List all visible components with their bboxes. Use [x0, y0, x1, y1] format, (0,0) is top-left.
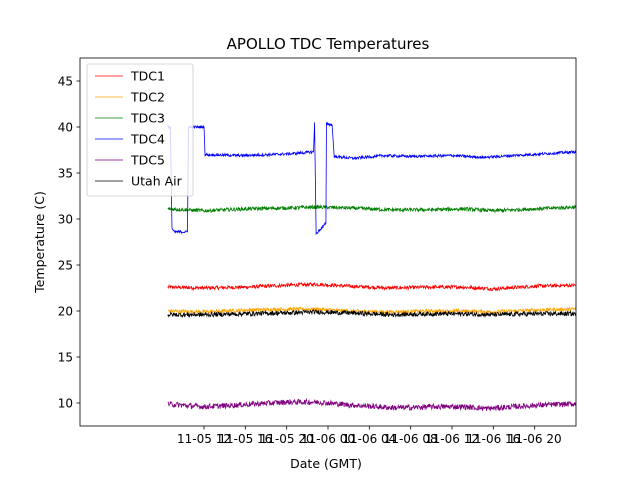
- y-tick-label: 30: [58, 212, 73, 226]
- y-tick-label: 45: [58, 74, 73, 88]
- x-tick-label: 11-05 12: [177, 432, 231, 446]
- x-tick-label: 11-05 20: [260, 432, 314, 446]
- legend-label: TDC1: [130, 69, 165, 84]
- series-line-tdc5: [167, 397, 576, 412]
- legend-label: Utah Air: [131, 174, 183, 189]
- x-tick-label: 11-06 04: [342, 432, 396, 446]
- series-line-tdc3: [167, 204, 576, 214]
- x-tick-label: 11-06 16: [466, 432, 520, 446]
- x-tick-label: 11-06 12: [425, 432, 479, 446]
- legend-label: TDC4: [130, 132, 165, 147]
- x-axis-label: Date (GMT): [290, 456, 362, 471]
- legend: TDC1 TDC2 TDC3 TDC4 TDC5 Utah Air: [86, 63, 194, 197]
- x-tick-label: 11-06 20: [508, 432, 562, 446]
- y-axis: 10 15 20 25 30 35 40 45: [58, 74, 80, 410]
- series-line-tdc4: [167, 121, 576, 236]
- series-line-tdc1: [167, 281, 576, 292]
- x-tick-label: 11-05 16: [218, 432, 272, 446]
- y-tick-label: 35: [58, 166, 73, 180]
- legend-label: TDC3: [130, 111, 165, 126]
- legend-label: TDC2: [130, 90, 165, 105]
- legend-label: TDC5: [130, 153, 165, 168]
- chart-title: APOLLO TDC Temperatures: [227, 35, 430, 53]
- y-tick-label: 10: [58, 396, 73, 410]
- y-axis-label: Temperature (C): [32, 191, 47, 294]
- series-layer: [167, 121, 576, 412]
- y-tick-label: 20: [58, 304, 73, 318]
- series-line-tdc2: [167, 306, 576, 315]
- y-tick-label: 25: [58, 258, 73, 272]
- y-tick-label: 40: [58, 120, 73, 134]
- x-tick-label: 11-06 08: [384, 432, 438, 446]
- x-tick-label: 11-06 00: [301, 432, 355, 446]
- series-line-utah-air: [167, 309, 576, 318]
- y-tick-label: 15: [58, 350, 73, 364]
